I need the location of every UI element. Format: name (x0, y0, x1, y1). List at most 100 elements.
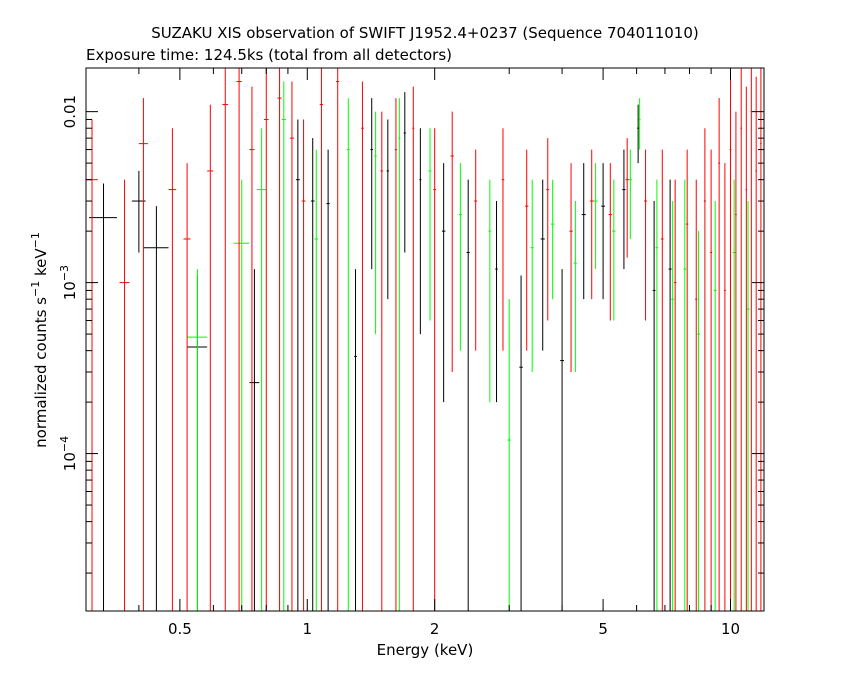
data-point (346, 98, 350, 611)
data-point (703, 128, 706, 611)
data-point (673, 179, 677, 611)
data-point (671, 201, 675, 611)
data-point (745, 86, 748, 611)
data-point (398, 98, 401, 611)
data-point (374, 111, 377, 335)
data-point (354, 269, 357, 611)
data-point (589, 149, 594, 300)
data-point (746, 201, 750, 611)
data-point (314, 149, 318, 611)
data-point (394, 98, 398, 611)
series-2 (86, 68, 762, 611)
data-point (530, 179, 534, 373)
x-tick-labels: 0.5 1 2 5 10 (168, 620, 740, 638)
data-point (168, 128, 177, 611)
data-point (540, 179, 545, 351)
data-point (729, 68, 732, 611)
data-point (256, 128, 267, 611)
data-point (319, 68, 324, 611)
data-point (622, 149, 626, 270)
data-point (495, 201, 498, 403)
data-point (183, 163, 191, 611)
series-1 (187, 81, 750, 611)
data-point (685, 149, 689, 611)
x-tick-label: 5 (598, 620, 608, 638)
data-point (222, 68, 229, 611)
data-point (295, 119, 300, 611)
data-point (660, 149, 664, 611)
y-tick-base: 10 (61, 452, 79, 471)
data-point (428, 128, 432, 321)
data-point (249, 269, 260, 611)
data-point (474, 149, 478, 351)
data-point (119, 179, 130, 611)
data-point (433, 128, 437, 611)
data-point (668, 179, 672, 611)
y-tick-base: 10 (61, 281, 79, 300)
data-point (560, 269, 564, 611)
data-point (236, 68, 242, 611)
data-point (89, 183, 117, 611)
x-tick-label: 0.5 (168, 620, 192, 638)
data-point (289, 81, 294, 611)
data-point (735, 111, 737, 611)
y-tick-label: 10−4 (58, 436, 79, 471)
data-point (608, 163, 613, 321)
data-point (755, 76, 757, 611)
series-0 (89, 92, 672, 611)
x-axis-label: Energy (keV) (377, 641, 474, 659)
data-point (466, 179, 470, 611)
data-point (718, 98, 721, 611)
chart-subtitle: Exposure time: 124.5ks (total from all d… (86, 46, 452, 64)
data-point (519, 275, 523, 611)
data-point (419, 128, 422, 335)
data-point (370, 98, 374, 270)
data-point (723, 163, 726, 611)
data-point (249, 86, 255, 611)
data-point (386, 119, 390, 300)
y-tick-exponent: −3 (58, 265, 71, 281)
data-point (207, 104, 214, 611)
data-point (683, 179, 687, 611)
data-point (301, 119, 306, 611)
data-point (760, 68, 762, 611)
data-point (573, 201, 578, 373)
data-point (488, 179, 492, 403)
data-point (581, 163, 586, 300)
data-point (569, 163, 573, 373)
data-point (187, 269, 208, 611)
data-point (501, 128, 505, 351)
data-point (644, 149, 648, 321)
data-point (550, 179, 555, 300)
data-point (263, 68, 269, 611)
data-point (361, 81, 364, 611)
x-tick-label: 2 (430, 620, 440, 638)
data-point (696, 231, 700, 611)
data-point (525, 149, 529, 351)
data-point (450, 111, 454, 373)
data-point (740, 68, 743, 611)
data-point (326, 149, 330, 611)
data-point (336, 68, 340, 611)
data-point (380, 111, 384, 611)
data-point (593, 163, 598, 270)
y-axis-label-mid: keV (32, 248, 50, 281)
data-point (713, 201, 717, 611)
x-tick-label: 10 (721, 620, 740, 638)
data-point (86, 119, 98, 611)
data-point (546, 138, 550, 321)
data-point (637, 104, 640, 164)
series-layer (86, 68, 762, 611)
y-tick-label: 0.01 (61, 95, 79, 128)
data-point (628, 149, 632, 239)
data-point (625, 138, 629, 258)
data-point (441, 163, 446, 403)
data-point (310, 138, 315, 611)
data-point (412, 86, 415, 611)
data-point (652, 201, 656, 611)
data-point (638, 98, 641, 150)
data-point (281, 81, 286, 611)
y-axis-label: normalized counts s−1 keV−1 (29, 232, 50, 448)
tick-layer (85, 68, 764, 611)
data-point (612, 179, 616, 321)
